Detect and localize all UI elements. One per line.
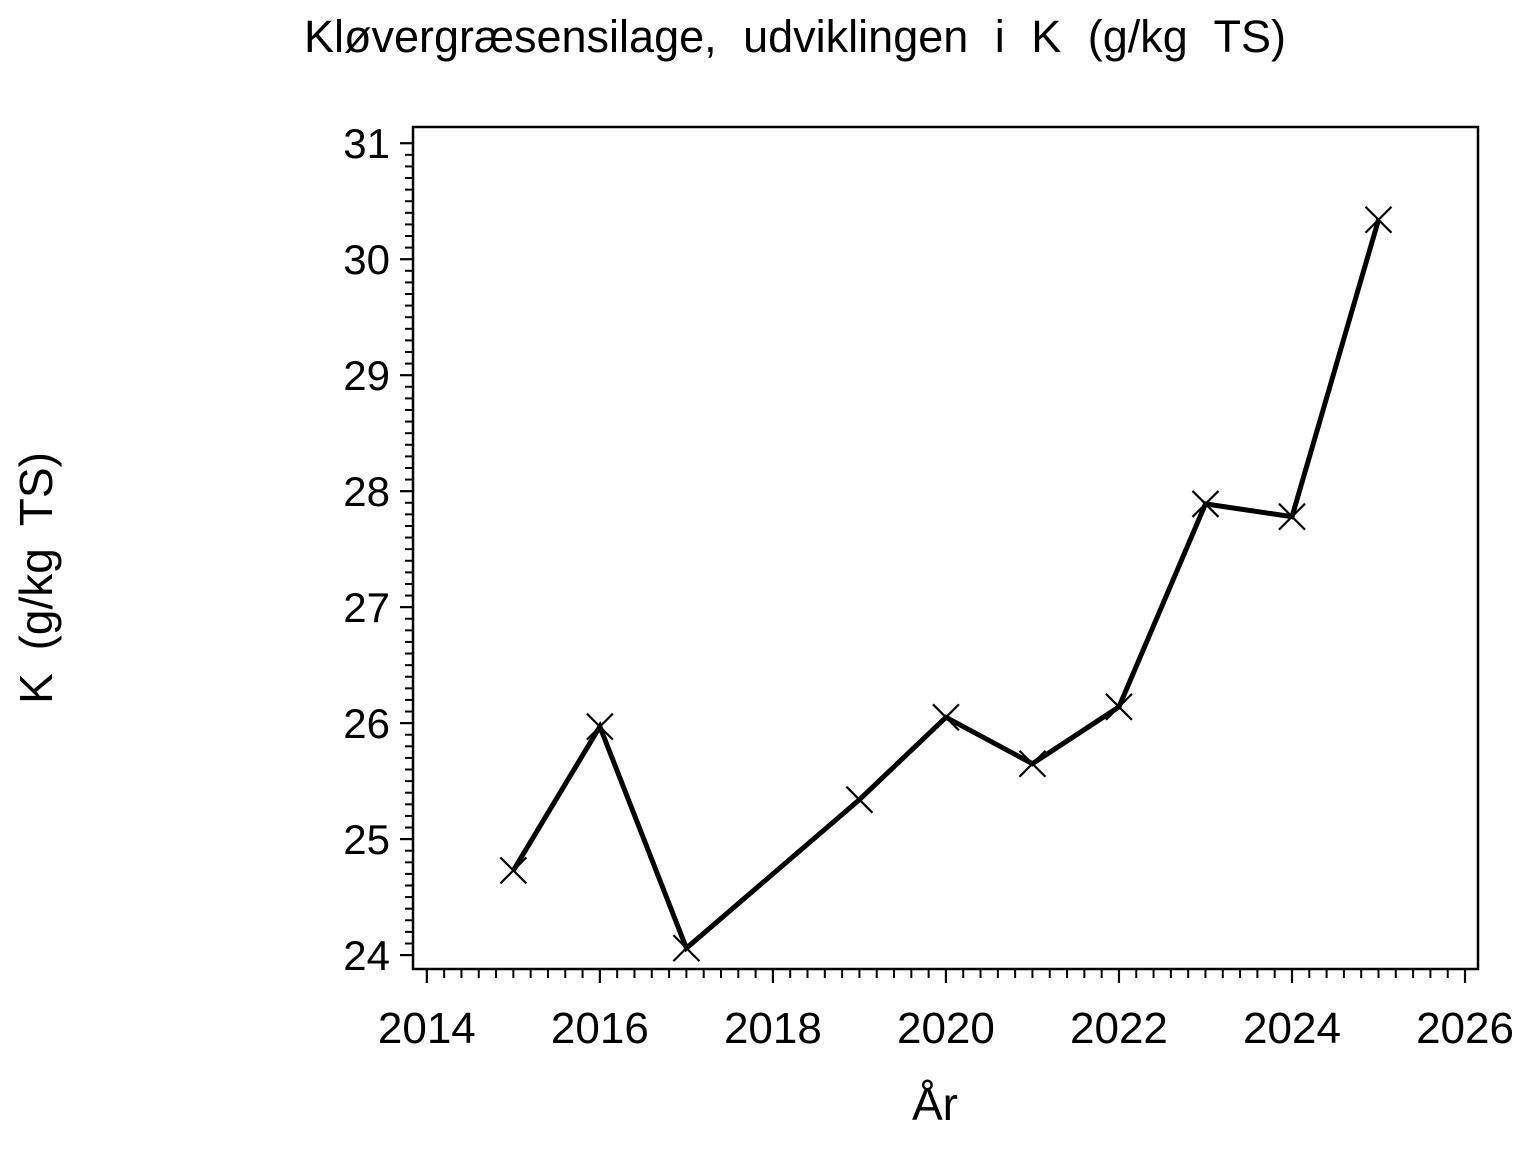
y-axis-title: K (g/kg TS) (10, 452, 62, 704)
data-point-marker (932, 703, 960, 732)
x-axis-tick-label: 2022 (1070, 1004, 1168, 1053)
x-axis-title: År (912, 1078, 958, 1130)
y-axis-tick-label: 26 (343, 700, 390, 747)
y-axis-tick-label: 25 (343, 816, 390, 863)
plot-border (411, 125, 1480, 971)
y-axis-tick-label: 28 (343, 468, 390, 515)
data-point-marker (586, 712, 614, 741)
data-point-marker (499, 856, 528, 885)
y-axis-tick-label: 29 (343, 352, 390, 399)
data-point-marker (672, 934, 701, 962)
y-axis-tick-label: 30 (343, 236, 390, 283)
marker-stroke (1191, 490, 1220, 518)
chart-title: Kløvergræsensilage, udviklingen i K (g/k… (304, 11, 1286, 62)
data-point-marker (1105, 693, 1133, 721)
x-axis-tick-label: 2020 (897, 1004, 995, 1053)
marker-stroke (845, 785, 874, 814)
marker-stroke (1018, 749, 1047, 778)
marker-stroke (932, 703, 960, 732)
marker-stroke (586, 712, 614, 741)
marker-stroke (1364, 206, 1393, 234)
y-axis-tick-label: 24 (343, 932, 390, 979)
marker-stroke (1105, 693, 1133, 721)
x-axis-tick-label: 2026 (1416, 1004, 1514, 1053)
marker-stroke (499, 856, 528, 885)
data-point-marker (1191, 490, 1220, 518)
marker-stroke (1278, 502, 1306, 531)
plot-area: 24 25 26 27 28 29 30 31 2014 2016 2018 2020 2022 2024… (343, 120, 1514, 1053)
data-point-marker (1278, 502, 1306, 531)
marker-stroke (672, 934, 701, 962)
y-axis-tick-label: 31 (343, 120, 390, 167)
x-axis-tick-label: 2016 (551, 1004, 649, 1053)
x-axis-tick-label: 2014 (378, 1004, 476, 1053)
data-point-marker (1364, 206, 1393, 234)
x-axis-tick-label: 2024 (1243, 1004, 1341, 1053)
y-axis-tick-label: 27 (343, 584, 390, 631)
data-point-marker (1018, 749, 1047, 778)
data-point-marker (845, 785, 874, 814)
data-line (511, 219, 1381, 953)
x-axis-tick-label: 2018 (724, 1004, 822, 1053)
